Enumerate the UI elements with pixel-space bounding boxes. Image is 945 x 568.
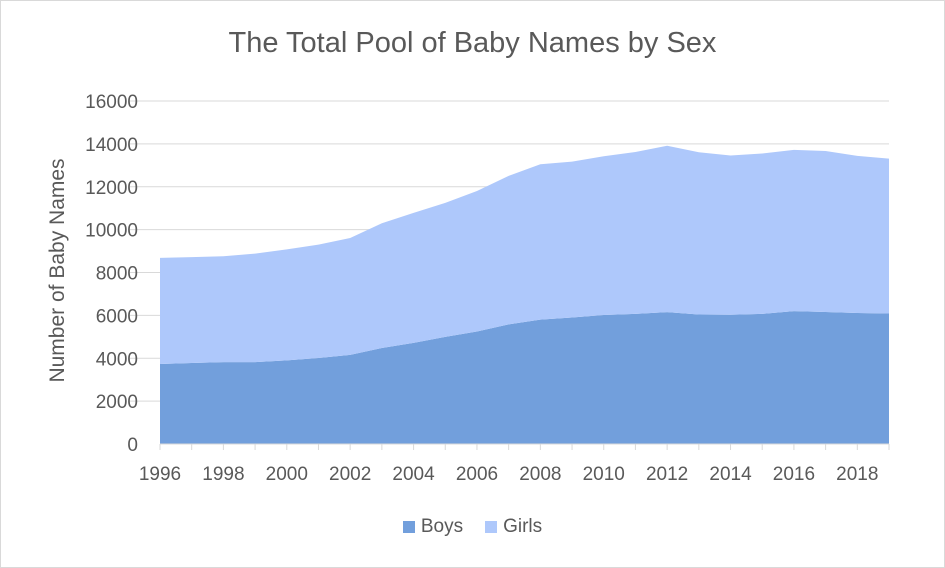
x-tick-label: 1996: [139, 464, 181, 485]
y-tick-label: 2000: [96, 392, 138, 413]
y-tick-label: 10000: [85, 221, 138, 242]
x-tick-label: 2014: [709, 464, 752, 485]
legend-label: Girls: [503, 516, 543, 537]
legend-label: Boys: [420, 516, 464, 537]
legend-swatch: [485, 521, 498, 533]
legend: Boys Girls: [1, 516, 944, 538]
x-tick-label: 2016: [773, 464, 815, 485]
x-tick-label: 1998: [202, 464, 244, 485]
x-tick-label: 2004: [392, 464, 435, 485]
y-tick-label: 16000: [85, 92, 138, 113]
x-tick-label: 2000: [266, 464, 308, 485]
y-tick-label: 6000: [96, 306, 138, 327]
y-tick-label: 4000: [96, 349, 138, 370]
y-axis-title: Number of Baby Names: [46, 158, 69, 382]
y-tick-label: 12000: [85, 178, 138, 199]
x-tick-label: 2010: [583, 464, 625, 485]
series-area-boys: [160, 311, 889, 444]
series-area-girls: [160, 145, 889, 365]
legend-swatch: [402, 521, 415, 533]
x-tick-label: 2018: [836, 464, 878, 485]
x-tick-label: 2002: [329, 464, 371, 485]
y-tick-label: 14000: [85, 135, 138, 156]
x-tick-label: 2012: [646, 464, 688, 485]
chart-title: The Total Pool of Baby Names by Sex: [228, 27, 717, 59]
y-tick-label: 8000: [96, 264, 138, 285]
legend-item-girls: Girls: [485, 516, 542, 538]
legend-item-boys: Boys: [402, 516, 464, 538]
x-tick-label: 2008: [519, 464, 561, 485]
y-tick-label: 0: [127, 435, 138, 456]
x-tick-label: 2006: [456, 464, 498, 485]
